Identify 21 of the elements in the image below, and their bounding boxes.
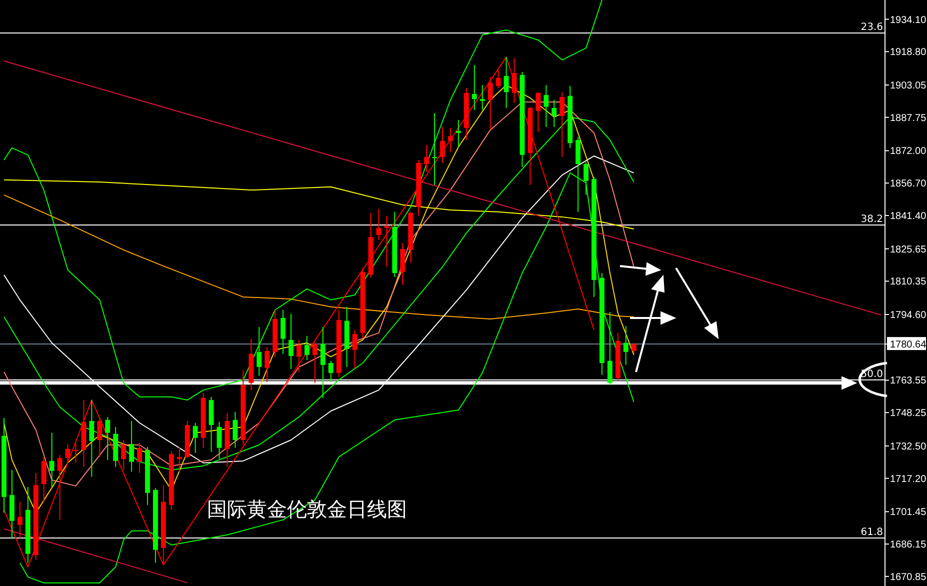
y-tick: 1686.15 xyxy=(890,540,926,551)
y-tick: 1670.85 xyxy=(890,572,926,583)
annotation: 38.2 xyxy=(860,214,883,225)
y-tick: 1872.00 xyxy=(890,146,926,158)
y-tick: 1856.70 xyxy=(890,178,926,190)
annotation: 61.8 xyxy=(860,527,883,538)
annotation: 23.6 xyxy=(860,22,883,34)
y-tick: 1732.50 xyxy=(890,441,926,452)
y-tick: 1701.45 xyxy=(890,507,926,518)
y-tick: 1794.60 xyxy=(890,310,926,321)
y-tick: 1918.80 xyxy=(890,47,926,58)
y-tick: 1748.25 xyxy=(890,408,926,420)
y-tick: 1887.75 xyxy=(890,112,926,124)
y-tick: 1934.10 xyxy=(890,14,926,26)
y-tick: 1841.40 xyxy=(890,210,926,222)
y-tick: 1825.65 xyxy=(890,244,926,256)
y-tick: 1780.64 xyxy=(890,340,926,351)
y-tick: 1903.05 xyxy=(890,80,926,92)
y-tick: 1763.55 xyxy=(890,376,926,387)
y-tick: 1810.35 xyxy=(890,276,926,288)
y-tick: 1717.20 xyxy=(890,474,926,485)
